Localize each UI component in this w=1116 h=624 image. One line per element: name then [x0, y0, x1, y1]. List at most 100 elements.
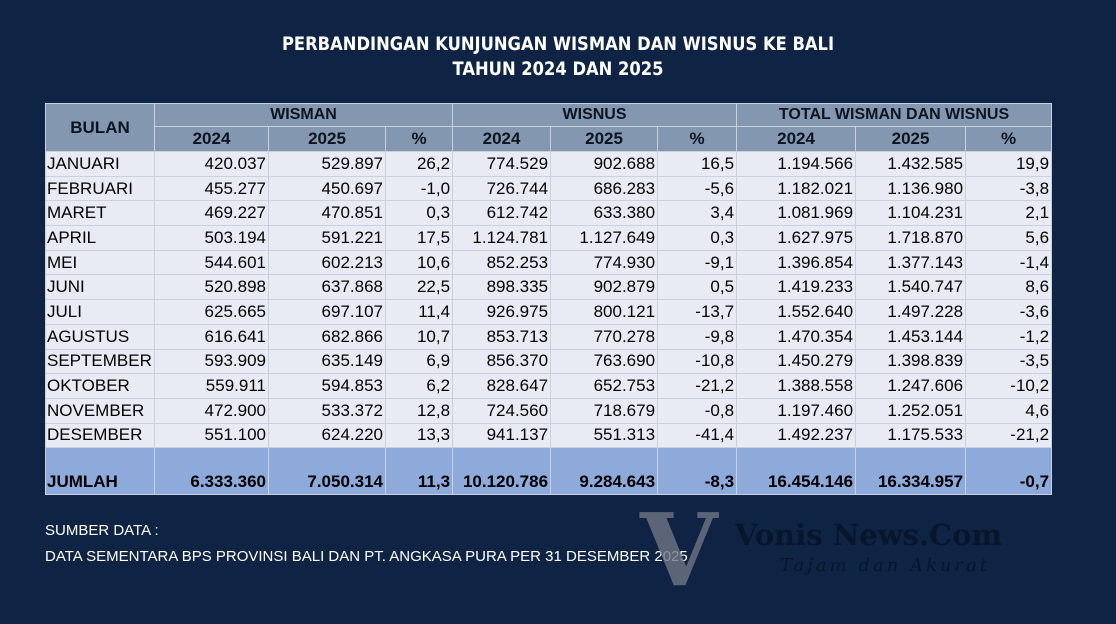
- value-cell: 624.220: [268, 422, 386, 449]
- month-cell: MARET: [45, 200, 155, 227]
- value-cell: 856.370: [452, 348, 552, 375]
- total-row: JUMLAH 6.333.360 7.050.314 11,3 10.120.786 9.…: [45, 447, 1053, 496]
- value-cell: 0,5: [657, 274, 738, 301]
- value-cell: 828.647: [452, 373, 552, 399]
- value-cell: 16.454.146: [736, 447, 857, 496]
- value-cell: -9,8: [657, 323, 738, 350]
- value-cell: 472.900: [154, 397, 269, 424]
- value-cell: 450.697: [268, 175, 386, 202]
- value-cell: 7.050.314: [268, 447, 386, 496]
- value-cell: 697.107: [268, 299, 386, 325]
- value-cell: 1.197.460: [736, 397, 857, 424]
- value-cell: 1.540.747: [855, 274, 967, 301]
- value-cell: 1.398.839: [855, 348, 967, 375]
- month-cell: NOVEMBER: [45, 397, 155, 424]
- value-cell: 1.104.231: [855, 200, 967, 227]
- value-cell: 612.742: [452, 200, 552, 227]
- value-cell: -1,0: [384, 175, 454, 202]
- value-cell: 1.081.969: [736, 200, 857, 227]
- month-cell: JULI: [45, 299, 155, 325]
- value-cell: 26,2: [384, 151, 454, 177]
- title-line-2: TAHUN 2024 DAN 2025: [452, 58, 664, 80]
- value-cell: 1.252.051: [855, 397, 967, 424]
- value-cell: 633.380: [550, 200, 659, 227]
- month-cell: DESEMBER: [45, 422, 155, 449]
- value-cell: 420.037: [154, 151, 269, 177]
- value-cell: 11,4: [384, 299, 454, 325]
- value-cell: -8,3: [657, 447, 738, 496]
- value-cell: 852.253: [452, 249, 552, 276]
- header-group-wisman: WISMAN: [153, 103, 454, 127]
- value-cell: 19,9: [965, 151, 1053, 177]
- value-cell: -1,2: [965, 323, 1053, 350]
- value-cell: 591.221: [268, 225, 386, 251]
- title-line-1: PERBANDINGAN KUNJUNGAN WISMAN DAN WISNUS…: [281, 33, 835, 55]
- value-cell: 1.175.533: [855, 422, 967, 449]
- table-row: SEPTEMBER 593.909 635.149 6,9 856.370 763.690…: [45, 348, 1053, 375]
- value-cell: 551.313: [550, 422, 659, 449]
- subheader-2025: 2025: [855, 126, 967, 152]
- value-cell: 718.679: [550, 397, 659, 424]
- header-month: BULAN: [45, 103, 155, 152]
- watermark-name: Vonis News.Com: [735, 518, 1003, 552]
- table-row: APRIL 503.194 591.221 17,5 1.124.781 1.127.64…: [45, 225, 1053, 251]
- value-cell: 1.124.781: [452, 225, 552, 251]
- watermark-logo: V Vonis News.Com Tajam dan Akurat: [640, 500, 1020, 605]
- value-cell: 8,6: [965, 274, 1053, 301]
- value-cell: 17,5: [384, 225, 454, 251]
- value-cell: -0,8: [657, 397, 738, 424]
- month-cell: AGUSTUS: [45, 323, 155, 350]
- value-cell: 5,6: [965, 225, 1053, 251]
- value-cell: -5,6: [657, 175, 738, 202]
- subheader-2024: 2024: [736, 126, 857, 152]
- value-cell: 4,6: [965, 397, 1053, 424]
- value-cell: 12,8: [384, 397, 454, 424]
- table-row: NOVEMBER 472.900 533.372 12,8 724.560 718.679…: [45, 397, 1053, 424]
- value-cell: 635.149: [268, 348, 386, 375]
- table-row: FEBRUARI 455.277 450.697 -1,0 726.744 686.283…: [45, 175, 1053, 202]
- header-group-wisnus: WISNUS: [452, 103, 738, 127]
- watermark-tagline: Tajam dan Akurat: [780, 555, 991, 576]
- subheader-2025: 2025: [268, 126, 386, 152]
- value-cell: 686.283: [550, 175, 659, 202]
- table-row: DESEMBER 551.100 624.220 13,3 941.137 551.313…: [45, 422, 1053, 449]
- value-cell: 9.284.643: [550, 447, 659, 496]
- source-text: DATA SEMENTARA BPS PROVINSI BALI DAN PT.…: [45, 548, 688, 565]
- value-cell: 1.247.606: [855, 373, 967, 399]
- value-cell: 1.396.854: [736, 249, 857, 276]
- table-row: AGUSTUS 616.641 682.866 10,7 853.713 770.278-…: [45, 323, 1053, 350]
- value-cell: 1.182.021: [736, 175, 857, 202]
- value-cell: 1.127.649: [550, 225, 659, 251]
- value-cell: 13,3: [384, 422, 454, 449]
- value-cell: -1,4: [965, 249, 1053, 276]
- value-cell: 1.450.279: [736, 348, 857, 375]
- value-cell: 1.377.143: [855, 249, 967, 276]
- table-row: JANUARI 420.037 529.897 26,2 774.529 902.688 1…: [45, 151, 1053, 177]
- subheader-2024: 2024: [452, 126, 552, 152]
- month-cell: FEBRUARI: [45, 175, 155, 202]
- value-cell: 1.497.228: [855, 299, 967, 325]
- value-cell: -3,5: [965, 348, 1053, 375]
- value-cell: 1.470.354: [736, 323, 857, 350]
- value-cell: 1.718.870: [855, 225, 967, 251]
- source-label: SUMBER DATA :: [45, 522, 159, 539]
- value-cell: 616.641: [154, 323, 269, 350]
- value-cell: 16.334.957: [855, 447, 967, 496]
- value-cell: 22,5: [384, 274, 454, 301]
- value-cell: 520.898: [154, 274, 269, 301]
- value-cell: 6,2: [384, 373, 454, 399]
- value-cell: 637.868: [268, 274, 386, 301]
- value-cell: -10,2: [965, 373, 1053, 399]
- value-cell: 503.194: [154, 225, 269, 251]
- subheader-percent: %: [657, 126, 738, 152]
- table-row: JULI 625.665 697.107 11,4 926.975 800.121 -13,…: [45, 299, 1053, 325]
- value-cell: 1.453.144: [855, 323, 967, 350]
- subheader-percent: %: [384, 126, 454, 152]
- table-row: MEI 544.601 602.213 10,6 852.253 774.930 -9,1 1…: [45, 249, 1053, 276]
- value-cell: 763.690: [550, 348, 659, 375]
- value-cell: 1.136.980: [855, 175, 967, 202]
- value-cell: 0,3: [384, 200, 454, 227]
- value-cell: 10.120.786: [452, 447, 552, 496]
- value-cell: 544.601: [154, 249, 269, 276]
- value-cell: 6.333.360: [154, 447, 269, 496]
